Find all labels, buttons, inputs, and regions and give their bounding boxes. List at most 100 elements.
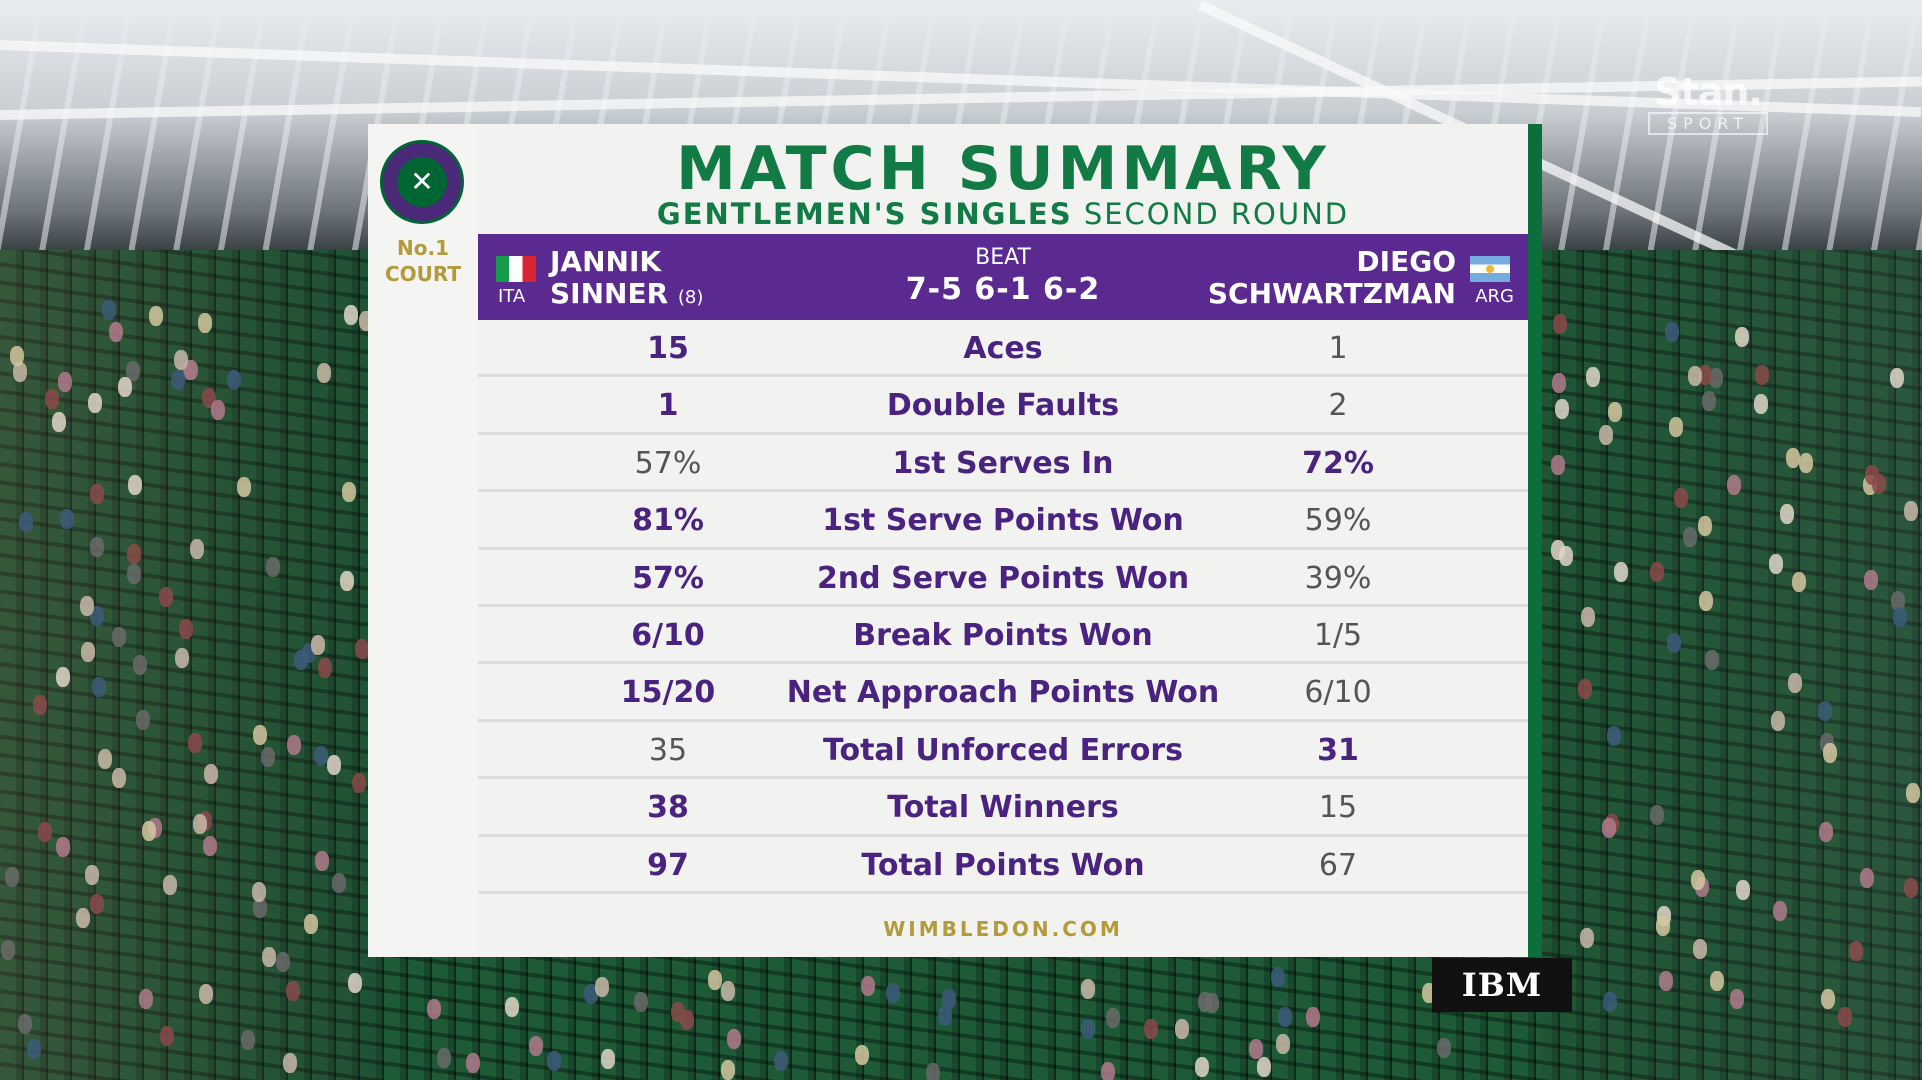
spectator <box>1585 367 1600 388</box>
spectator <box>1614 561 1629 582</box>
spectator <box>252 882 267 903</box>
crossed-rackets-icon: ✕ <box>397 157 447 207</box>
broadcaster-logo: Stan. SPORT <box>1648 72 1768 135</box>
spectator <box>241 1030 256 1051</box>
spectator <box>1859 868 1874 888</box>
page-title: MATCH SUMMARY <box>676 134 1330 204</box>
spectator <box>1735 880 1750 901</box>
spectator <box>1305 1007 1320 1028</box>
spectator <box>13 362 28 383</box>
spectator <box>192 814 207 835</box>
spectator <box>1817 700 1832 721</box>
player2-country: ARG <box>1475 286 1514 307</box>
spectator <box>314 746 329 767</box>
spectator <box>721 980 736 1001</box>
spectator <box>1081 979 1096 1000</box>
spectator <box>1607 401 1622 422</box>
spectator <box>1769 553 1784 574</box>
panel-edge <box>1528 124 1542 957</box>
spectator <box>1555 398 1570 419</box>
spectator <box>1889 367 1904 388</box>
spectator <box>109 322 124 343</box>
spectator <box>37 822 52 843</box>
match-summary-panel: MATCH SUMMARY GENTLEMEN'S SINGLES SECOND… <box>478 124 1528 957</box>
spectator <box>1602 991 1617 1012</box>
spectator <box>326 755 341 776</box>
player1-stat-value: 38 <box>647 790 689 826</box>
spectator <box>1683 527 1698 548</box>
spectator <box>1668 416 1683 437</box>
spectator <box>236 476 251 497</box>
spectator <box>111 767 126 788</box>
stat-row: 97 Total Points Won 67 <box>478 837 1528 894</box>
spectator <box>90 893 105 914</box>
spectator <box>97 749 112 770</box>
spectator <box>1904 501 1919 522</box>
spectator <box>354 638 369 659</box>
spectator <box>1771 710 1786 731</box>
spectator <box>318 657 333 678</box>
spectator <box>178 618 193 639</box>
spectator <box>1674 488 1688 509</box>
spectator <box>925 1062 940 1080</box>
spectator <box>80 642 95 663</box>
spectator <box>111 626 126 647</box>
spectator <box>265 556 280 577</box>
spectator <box>1650 804 1665 825</box>
broadcaster-name: Stan. <box>1654 70 1763 114</box>
spectator <box>158 587 173 608</box>
spectator <box>1579 927 1594 948</box>
spectator <box>1701 391 1716 412</box>
spectator <box>1735 326 1750 347</box>
spectator <box>128 475 143 496</box>
spectator <box>427 999 442 1020</box>
stat-row: 57% 2nd Serve Points Won 39% <box>478 550 1528 607</box>
spectator <box>1650 562 1665 583</box>
spectator <box>633 992 648 1013</box>
broadcaster-sub: SPORT <box>1648 112 1768 135</box>
spectator <box>1780 503 1795 524</box>
spectator <box>58 372 73 393</box>
spectator <box>285 981 300 1002</box>
spectator <box>89 536 104 557</box>
spectator <box>670 1002 685 1023</box>
stat-label: Break Points Won <box>853 617 1153 653</box>
spectator <box>860 976 875 997</box>
spectator <box>937 1005 952 1026</box>
spectator <box>505 996 520 1017</box>
result-word: BEAT <box>975 245 1031 270</box>
player1-seed: (8) <box>677 287 704 308</box>
player1-country: ITA <box>498 286 526 307</box>
stats-table: 15 Aces 1 1 Double Faults 2 57% 1st Serves In 72… <box>478 320 1528 894</box>
spectator <box>9 346 24 367</box>
stat-label: Double Faults <box>886 388 1120 424</box>
spectator <box>1837 1007 1852 1028</box>
spectator <box>1665 322 1680 342</box>
player2-stat-value: 59% <box>1304 503 1372 539</box>
spectator <box>1688 366 1703 387</box>
spectator <box>132 654 147 675</box>
spectator <box>854 1045 869 1066</box>
player2-stat-value: 1 <box>1328 331 1348 366</box>
match-header: ITA JANNIK SINNER (8) BEAT 7-5 6-1 6-2 D… <box>478 234 1528 320</box>
spectator <box>55 837 70 858</box>
spectator <box>1727 474 1742 495</box>
spectator <box>118 377 133 398</box>
sun-icon <box>1486 265 1494 273</box>
subtitle: GENTLEMEN'S SINGLES SECOND ROUND <box>478 196 1528 232</box>
spectator <box>60 509 75 530</box>
spectator <box>126 543 141 564</box>
player1-stat-value: 1 <box>657 388 679 424</box>
spectator <box>135 710 150 731</box>
spectator <box>139 988 154 1009</box>
spectator <box>528 1036 543 1057</box>
spectator <box>18 1013 33 1034</box>
spectator <box>275 952 290 973</box>
spectator <box>197 312 212 333</box>
spectator <box>1699 591 1714 612</box>
spectator <box>1081 1019 1096 1040</box>
spectator <box>44 389 59 410</box>
court-number: No.1 <box>397 236 449 260</box>
stat-label: 2nd Serve Points Won <box>816 560 1190 596</box>
stat-label: 1st Serves In <box>892 445 1114 481</box>
